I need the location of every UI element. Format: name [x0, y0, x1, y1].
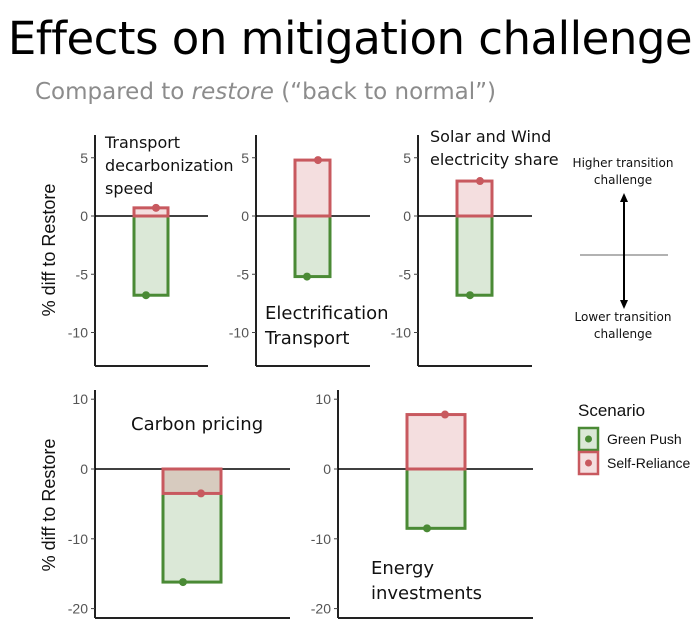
panel-title: Transport: [264, 328, 349, 349]
arrow-up-icon: [620, 193, 628, 202]
figure-title: Effects on mitigation challenge: [7, 12, 693, 65]
y-tick-label: -20: [311, 601, 331, 617]
legend-key-dot: [585, 459, 592, 467]
bar-self-reliance: [455, 179, 494, 218]
y-tick-label: -10: [311, 531, 331, 547]
subtitle-prefix: Compared to: [35, 79, 192, 105]
y-tick-label: -5: [76, 266, 89, 282]
point-green-push: [423, 524, 431, 533]
bar-self-reliance: [405, 413, 467, 471]
y-tick-label: -10: [229, 325, 249, 341]
y-tick-label: -20: [68, 601, 88, 617]
bar-green-push: [161, 467, 223, 584]
y-tick-label: 0: [241, 208, 249, 224]
figure-subtitle: Compared to restore (“back to normal”): [35, 79, 496, 105]
bar-green-push: [455, 214, 494, 297]
panel-title: speed: [105, 179, 153, 198]
arrow-down-icon: [620, 300, 628, 309]
panel-title: Electrification: [265, 303, 389, 324]
legend-title: Scenario: [578, 401, 645, 420]
y-tick-label: 10: [72, 391, 88, 407]
point-green-push: [142, 291, 150, 300]
y-tick-label: -5: [399, 266, 412, 282]
y-tick-label: 5: [80, 150, 88, 166]
point-self-reliance: [314, 156, 322, 165]
bar-green-push: [293, 214, 332, 279]
panel-title: Transport: [104, 133, 180, 152]
y-tick-label: -10: [68, 325, 88, 341]
higher-challenge-label: challenge: [594, 173, 652, 187]
higher-challenge-label: Higher transition: [573, 156, 674, 170]
lower-challenge-label: Lower transition: [575, 310, 672, 324]
y-tick-label: 10: [315, 391, 331, 407]
subtitle-suffix: (“back to normal”): [273, 79, 497, 105]
bar-self-reliance: [132, 206, 170, 218]
panel-title: electricity share: [430, 150, 559, 169]
y-tick-label: 0: [403, 208, 411, 224]
bar-green-push: [405, 467, 467, 530]
y-axis-label: % diff to Restore: [39, 439, 59, 572]
y-tick-label: 5: [403, 150, 411, 166]
y-tick-label: -5: [237, 266, 250, 282]
bar-self-reliance: [161, 467, 223, 495]
subtitle-italic: restore: [191, 79, 274, 105]
legend-key-dot: [585, 435, 592, 443]
point-green-push: [466, 291, 474, 300]
legend-label: Green Push: [607, 431, 682, 447]
point-self-reliance: [152, 203, 160, 212]
point-self-reliance: [441, 410, 449, 419]
point-green-push: [303, 272, 311, 281]
y-tick-label: -10: [68, 531, 88, 547]
legend-label: Self-Reliance: [607, 455, 690, 471]
bar-green-push: [132, 214, 170, 297]
point-green-push: [179, 578, 187, 587]
panel-title: Carbon pricing: [131, 414, 263, 435]
y-tick-label: 0: [80, 208, 88, 224]
lower-challenge-label: challenge: [594, 327, 652, 341]
panel-title: Solar and Wind: [430, 127, 551, 146]
y-axis-label: % diff to Restore: [39, 184, 59, 317]
y-tick-label: -10: [391, 325, 411, 341]
panel-title: Energy: [371, 558, 434, 579]
point-self-reliance: [476, 177, 484, 186]
y-tick-label: 5: [241, 150, 249, 166]
bar-self-reliance: [293, 158, 332, 218]
point-self-reliance: [197, 489, 205, 498]
panel-title: decarbonization: [105, 156, 234, 175]
y-tick-label: 0: [323, 461, 331, 477]
y-tick-label: 0: [80, 461, 88, 477]
panel-title: investments: [371, 583, 482, 604]
